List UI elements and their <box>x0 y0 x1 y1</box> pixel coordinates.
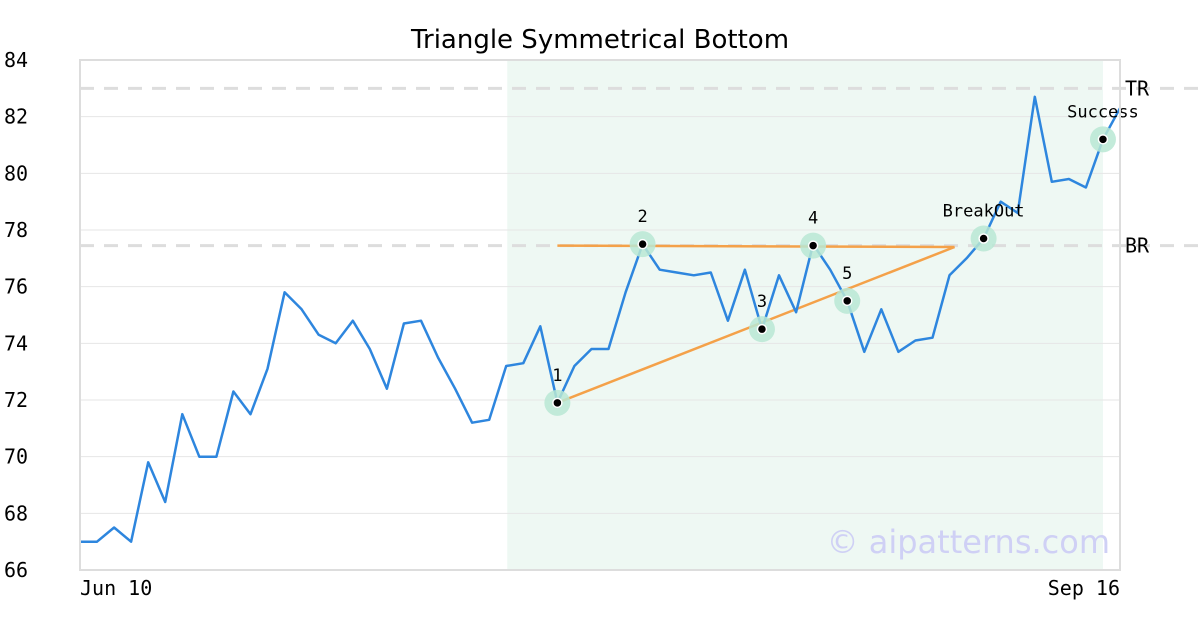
pattern-point-label: 2 <box>637 207 647 227</box>
y-tick-label: 82 <box>4 105 28 129</box>
price-line <box>80 95 1122 543</box>
pattern-point-label: Success <box>1067 102 1139 122</box>
y-tick-label: 70 <box>4 445 28 469</box>
y-tick-label: 66 <box>4 558 28 582</box>
pattern-point-label: 3 <box>757 292 767 312</box>
pattern-point <box>552 397 563 409</box>
pattern-point <box>637 238 648 250</box>
y-tick-label: 68 <box>4 501 28 525</box>
pattern-region <box>507 60 1103 570</box>
pattern-point-label: BreakOut <box>943 202 1025 222</box>
pattern-point <box>841 295 853 307</box>
plot-frame <box>79 59 1121 571</box>
pattern-point <box>1097 134 1109 145</box>
reference-line-label: TR <box>1125 76 1150 100</box>
y-tick-label: 72 <box>4 388 28 412</box>
chart-title: Triangle Symmetrical Bottom <box>410 25 789 55</box>
y-tick-label: 78 <box>4 218 28 242</box>
pattern-point <box>756 323 768 335</box>
y-tick-label: 74 <box>4 331 28 355</box>
pattern-point <box>978 233 989 244</box>
pattern-point-label: 5 <box>842 264 852 284</box>
pattern-point-label: 1 <box>552 366 562 386</box>
x-tick-label: Jun 10 <box>80 576 152 600</box>
x-tick-label: Sep 16 <box>1048 576 1120 600</box>
pattern-point-label: 4 <box>808 209 818 229</box>
y-tick-label: 76 <box>4 275 28 299</box>
watermark: © aipatterns.com <box>827 523 1110 561</box>
plot-area: 66 68 70 72 74 76 78 80 82 84 Jun 10 Sep 16 TR BR 1 2 3 4… <box>4 48 1200 600</box>
y-tick-label: 80 <box>4 161 28 185</box>
trendline <box>557 244 955 249</box>
reference-line-label: BR <box>1125 234 1150 258</box>
y-tick-label: 84 <box>4 48 28 72</box>
pattern-point <box>807 240 819 251</box>
